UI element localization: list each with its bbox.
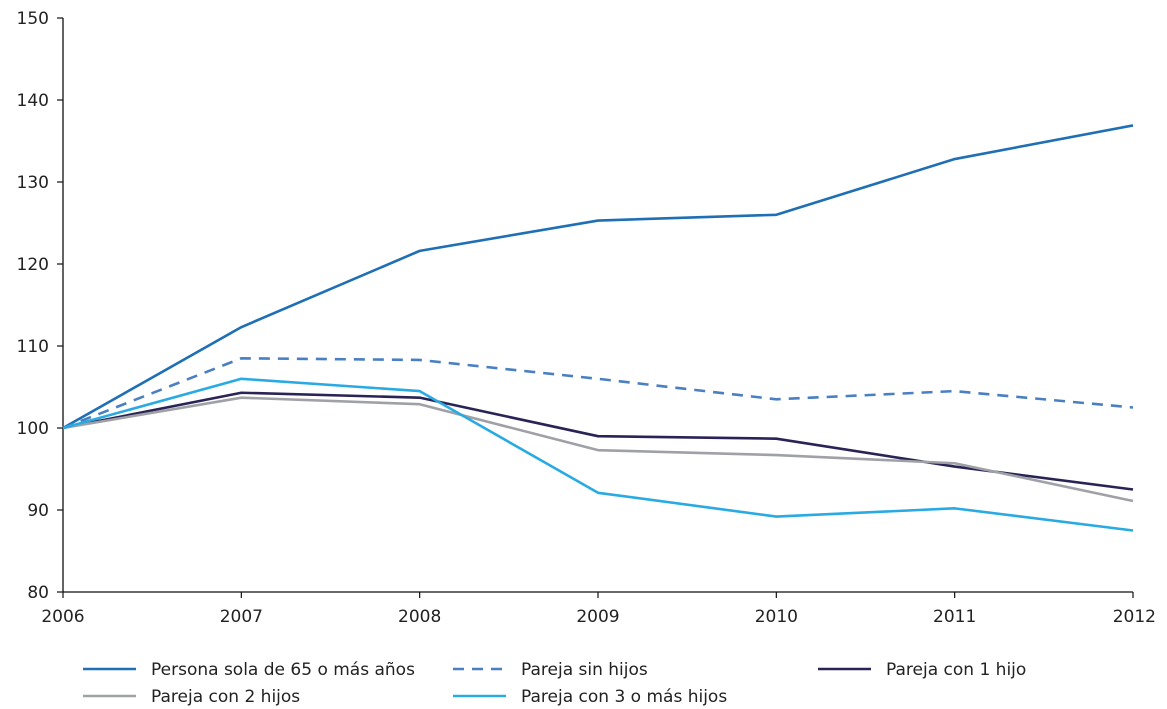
x-tick-label: 2011	[933, 607, 976, 627]
x-tick-label: 2012	[1113, 607, 1156, 627]
x-tick-label: 2006	[41, 607, 84, 627]
legend-label-3: Pareja con 1 hijo	[886, 660, 1026, 680]
x-tick-label: 2007	[220, 607, 263, 627]
axes	[62, 18, 1133, 593]
y-tick-label: 90	[27, 501, 49, 521]
y-tick-label: 80	[27, 583, 49, 603]
series-lines	[62, 124, 1134, 532]
legend-label-2: Pareja sin hijos	[521, 660, 648, 680]
legend-label-1: Persona sola de 65 o más años	[151, 660, 415, 680]
x-tick-label: 2009	[576, 607, 619, 627]
series-line-4	[62, 396, 1134, 503]
legend-label-4: Pareja con 2 hijos	[151, 687, 300, 707]
series-line-5	[62, 377, 1134, 532]
x-tick-label: 2008	[398, 607, 441, 627]
series-line-3	[62, 391, 1134, 491]
y-tick-label: 150	[17, 9, 49, 29]
y-tick-label: 110	[17, 337, 49, 357]
y-axis-ticks: 80 90 100 110 120 130 140 150	[17, 9, 63, 603]
legend-label-5: Pareja con 3 o más hijos	[521, 687, 727, 707]
series-line-1	[62, 124, 1134, 430]
x-tick-label: 2010	[755, 607, 798, 627]
y-tick-label: 100	[17, 419, 49, 439]
y-tick-label: 130	[17, 173, 49, 193]
series-line-2	[62, 356, 1134, 430]
legend: Persona sola de 65 o más años Pareja sin …	[83, 660, 1026, 707]
y-tick-label: 140	[17, 91, 49, 111]
x-axis-ticks: 2006 2007 2008 2009 2010 2011 2012	[41, 592, 1156, 627]
y-tick-label: 120	[17, 255, 49, 275]
